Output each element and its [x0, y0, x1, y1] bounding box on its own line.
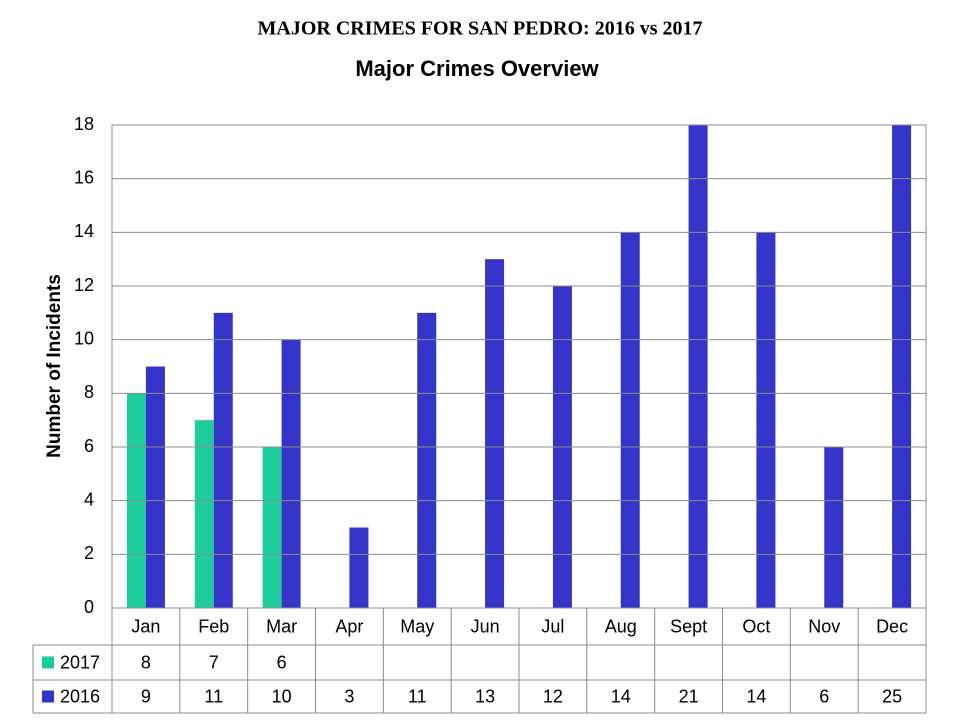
chart-title: MAJOR CRIMES FOR SAN PEDRO: 2016 vs 2017 [258, 18, 703, 40]
bar [417, 312, 437, 608]
table-value: 14 [611, 686, 631, 706]
x-tick-label: Jul [541, 616, 564, 636]
y-tick-label: 4 [84, 489, 94, 509]
x-tick-label: Feb [198, 616, 229, 636]
y-tick-label: 8 [84, 382, 94, 402]
legend-label: 2016 [60, 686, 100, 706]
table-value: 6 [819, 686, 829, 706]
table-value: 21 [679, 686, 699, 706]
table-value: 14 [746, 686, 766, 706]
table-value: 8 [141, 652, 151, 672]
bar [281, 339, 301, 608]
table-value: 11 [408, 686, 427, 706]
bar [213, 312, 233, 608]
table-value: 12 [543, 686, 563, 706]
x-tick-label: Aug [605, 616, 637, 636]
table-value: 6 [277, 652, 287, 672]
bar [349, 527, 369, 608]
bar [892, 125, 912, 608]
table-value: 13 [475, 686, 495, 706]
bar [485, 259, 505, 608]
bar [824, 447, 844, 608]
y-tick-label: 10 [74, 328, 94, 348]
x-tick-label: May [400, 616, 434, 636]
table-value: 11 [204, 686, 223, 706]
bar [756, 232, 776, 608]
bar [145, 366, 165, 608]
y-tick-label: 2 [84, 543, 94, 563]
table-value: 25 [882, 686, 902, 706]
bar [194, 420, 214, 608]
x-tick-label: Sept [670, 616, 707, 636]
bar [620, 232, 640, 608]
y-tick-label: 16 [74, 167, 94, 187]
bar [262, 447, 282, 608]
table-value: 7 [209, 652, 219, 672]
table-value: 3 [344, 686, 354, 706]
x-tick-label: Dec [876, 616, 908, 636]
legend-swatch [42, 690, 54, 703]
y-tick-label: 18 [74, 114, 94, 134]
table-value: 9 [141, 686, 151, 706]
legend-label: 2017 [60, 652, 100, 672]
x-tick-label: Jan [131, 616, 160, 636]
plot-border [111, 124, 927, 609]
legend-swatch [42, 656, 54, 669]
y-tick-label: 6 [84, 436, 94, 456]
plot-area [126, 125, 912, 608]
x-tick-label: Jun [471, 616, 500, 636]
bar [688, 125, 708, 608]
x-tick-label: Apr [335, 616, 363, 636]
x-tick-label: Nov [808, 616, 840, 636]
y-tick-label: 14 [74, 221, 94, 241]
x-tick-label: Oct [742, 616, 770, 636]
y-tick-label: 0 [84, 597, 94, 617]
chart-subtitle: Major Crimes Overview [355, 56, 599, 81]
y-axis-label: Number of Incidents [44, 274, 65, 458]
table-value: 10 [272, 686, 292, 706]
x-tick-label: Mar [266, 616, 297, 636]
y-tick-label: 12 [74, 275, 94, 295]
